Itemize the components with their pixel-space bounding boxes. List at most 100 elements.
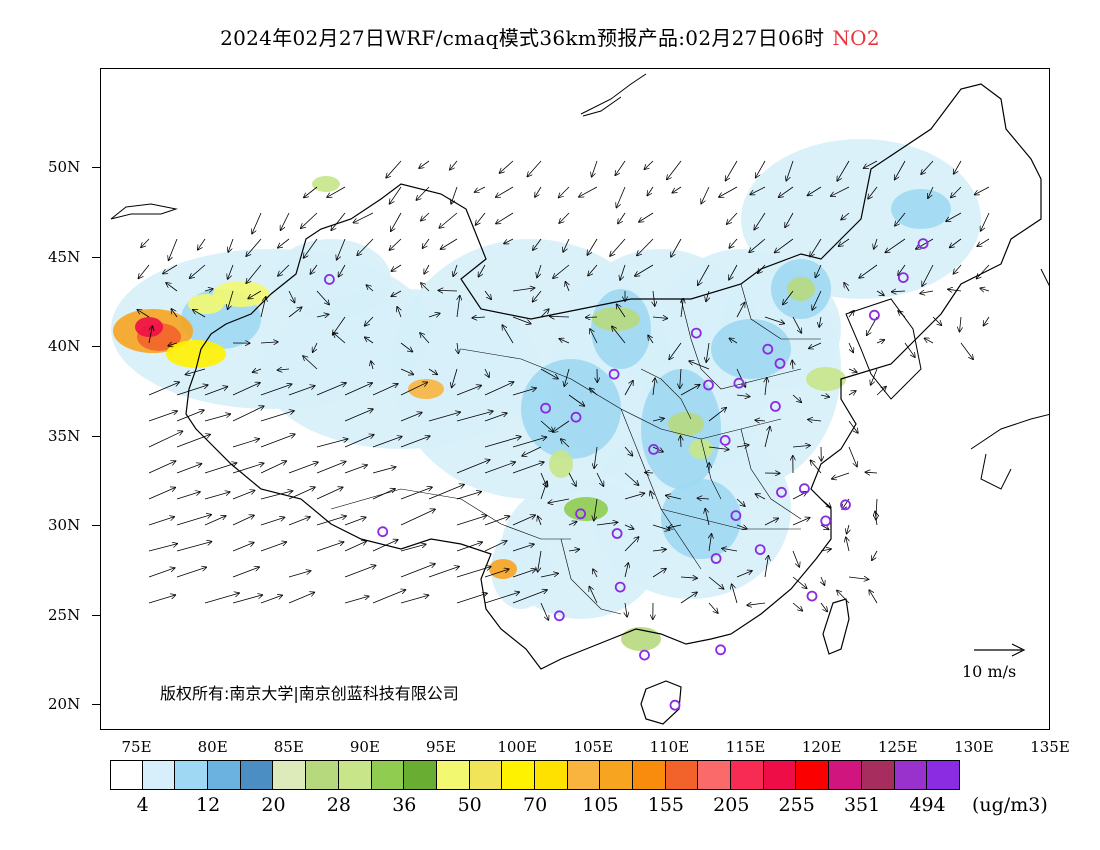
wind-vector	[624, 472, 639, 485]
wind-vector	[166, 283, 178, 292]
station-marker[interactable]	[799, 483, 810, 495]
wind-vector	[705, 509, 710, 526]
wind-vector	[831, 186, 850, 196]
wind-vector	[848, 446, 857, 467]
colorbar-swatch	[829, 760, 862, 790]
station-marker[interactable]	[570, 411, 582, 423]
wind-vector	[736, 571, 752, 578]
station-marker[interactable]	[754, 544, 766, 556]
wind-vector	[708, 602, 718, 613]
station-marker[interactable]	[776, 486, 787, 498]
wind-vector	[736, 395, 750, 397]
wind-vector	[232, 439, 259, 448]
wind-vector	[749, 238, 766, 252]
station-marker[interactable]	[770, 400, 781, 412]
wind-vector	[820, 395, 829, 397]
wind-vector	[176, 542, 212, 552]
wind-vector	[568, 522, 577, 526]
station-marker[interactable]	[690, 327, 702, 339]
wind-vector	[438, 290, 458, 291]
wind-vector	[353, 212, 374, 223]
map-frame[interactable]	[100, 68, 1050, 730]
wind-vector	[288, 462, 318, 474]
station-marker[interactable]	[840, 499, 851, 511]
lat-tick	[92, 346, 100, 348]
wind-vector	[337, 238, 346, 260]
wind-vector	[391, 264, 402, 271]
wind-vector	[876, 340, 884, 343]
wind-vector	[726, 160, 738, 181]
wind-vector	[453, 264, 457, 276]
wind-vector	[400, 382, 427, 396]
station-marker[interactable]	[820, 515, 832, 527]
station-marker[interactable]	[614, 581, 626, 593]
station-marker[interactable]	[869, 309, 880, 321]
station-marker[interactable]	[703, 379, 714, 391]
station-marker[interactable]	[710, 553, 722, 564]
station-marker[interactable]	[917, 238, 929, 250]
wind-vector	[232, 595, 262, 604]
station-marker[interactable]	[648, 443, 659, 455]
wind-vector	[439, 212, 458, 228]
wind-vector	[204, 289, 213, 291]
wind-vector	[624, 537, 639, 552]
station-marker[interactable]	[639, 649, 650, 661]
station-marker[interactable]	[669, 699, 681, 711]
station-marker[interactable]	[715, 644, 726, 656]
wind-vector	[148, 431, 183, 448]
station-marker[interactable]	[540, 402, 552, 414]
wind-vector	[137, 310, 150, 318]
colorbar-unit: (ug/m3)	[972, 794, 1048, 816]
wind-vector	[859, 264, 878, 278]
wind-vector	[316, 542, 344, 552]
wind-vector	[821, 576, 825, 585]
wind-vector	[727, 212, 738, 224]
wind-vector	[344, 517, 366, 526]
station-marker[interactable]	[774, 358, 786, 369]
wind-vector	[736, 303, 745, 318]
wind-vector	[592, 160, 598, 177]
station-marker[interactable]	[575, 508, 587, 520]
wind-vector	[246, 264, 262, 283]
concentration-blob	[592, 307, 640, 331]
station-marker[interactable]	[719, 434, 731, 446]
station-marker[interactable]	[733, 377, 745, 389]
wind-vector	[500, 160, 514, 173]
station-marker[interactable]	[553, 610, 565, 622]
station-marker[interactable]	[806, 590, 818, 602]
wind-vector	[954, 160, 962, 174]
wind-vector	[441, 238, 458, 249]
station-marker[interactable]	[608, 368, 620, 380]
wind-vector	[400, 487, 432, 500]
wind-vector	[260, 411, 294, 422]
map-canvas[interactable]	[101, 69, 1050, 730]
colorbar-swatch	[404, 760, 437, 790]
wind-vector	[391, 290, 402, 296]
wind-vector	[512, 288, 535, 292]
colorbar-label: 50	[457, 794, 482, 816]
lat-label-35n: 35N	[48, 426, 81, 445]
wind-vector	[204, 387, 228, 396]
station-marker[interactable]	[762, 343, 774, 355]
wind-vector	[400, 368, 413, 375]
wind-vector	[792, 576, 807, 588]
lat-label-25n: 25N	[48, 605, 81, 624]
wind-vector	[228, 264, 234, 279]
wind-vector	[559, 339, 570, 344]
colorbar-label: 36	[392, 794, 417, 816]
wind-vector	[456, 516, 487, 526]
wind-vector	[588, 264, 598, 276]
wind-vector	[288, 592, 314, 604]
station-marker[interactable]	[323, 273, 335, 285]
station-marker[interactable]	[377, 526, 389, 538]
wind-vector	[540, 309, 549, 318]
wind-vector	[590, 329, 598, 344]
wind-vector	[593, 569, 597, 578]
station-marker[interactable]	[730, 510, 742, 522]
colorbar-label: 494	[909, 794, 946, 816]
wind-vector	[785, 212, 794, 227]
station-marker[interactable]	[897, 272, 909, 284]
wind-vector	[839, 238, 850, 246]
colorbar-swatch	[208, 760, 241, 790]
station-marker[interactable]	[611, 528, 623, 539]
